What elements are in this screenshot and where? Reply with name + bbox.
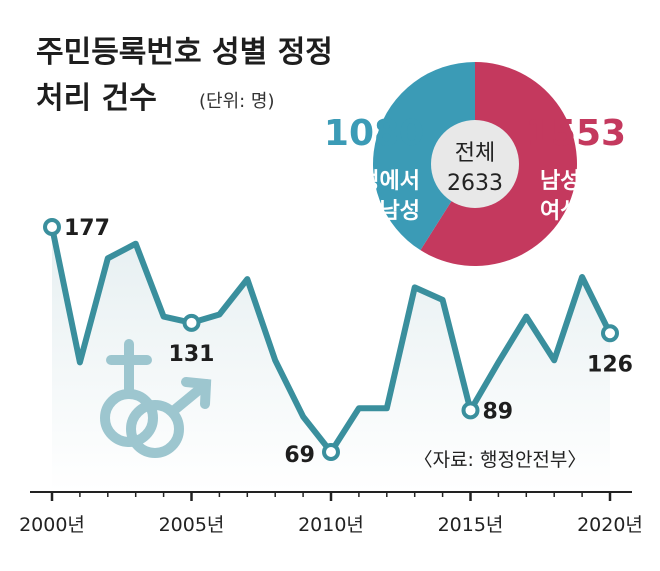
unit-label: (단위: 명) bbox=[199, 91, 275, 112]
female-to-male-label-line2: 남성 bbox=[380, 199, 420, 224]
data-label-2015: 89 bbox=[483, 399, 514, 424]
data-point-2015 bbox=[461, 401, 480, 420]
pie-total-label: 전체 bbox=[455, 141, 495, 166]
pie-center-hole bbox=[431, 120, 519, 208]
x-tick-label-2000: 2000년 bbox=[19, 514, 85, 536]
gender-symbol-icon bbox=[100, 339, 212, 458]
data-label-2000: 177 bbox=[64, 216, 110, 241]
x-tick-labels: 2000년 2005년 2010년 2015년 2020년 bbox=[19, 514, 643, 536]
data-label-2020: 126 bbox=[587, 352, 633, 377]
female-to-male-value: 1080 bbox=[324, 113, 424, 154]
pie-total-value: 2633 bbox=[447, 171, 503, 196]
data-point-2005 bbox=[182, 313, 201, 332]
data-point-2000 bbox=[43, 218, 61, 236]
female-to-male-label-line1: 여성에서 bbox=[339, 169, 420, 194]
chart-title-line2: 처리 건수 bbox=[36, 81, 157, 116]
data-labels: 177 131 69 89 126 bbox=[64, 216, 633, 468]
male-to-female-value: 1553 bbox=[526, 113, 626, 154]
data-point-2020 bbox=[601, 324, 619, 343]
series-layer bbox=[43, 218, 619, 492]
x-tick-label-2020: 2020년 bbox=[577, 514, 643, 536]
x-tick-label-2005: 2005년 bbox=[159, 514, 225, 536]
male-to-female-label-line1: 남성에서 bbox=[540, 169, 621, 194]
data-label-2005: 131 bbox=[169, 342, 215, 367]
donut-chart bbox=[373, 62, 578, 266]
x-tick-label-2010: 2010년 bbox=[298, 514, 364, 536]
pie-slice-female-to-male bbox=[373, 62, 475, 251]
series-area bbox=[52, 227, 610, 492]
source-note: 〈자료: 행정안전부〉 bbox=[414, 449, 587, 471]
x-tick-label-2015: 2015년 bbox=[438, 514, 504, 536]
data-point-2010 bbox=[322, 443, 340, 461]
data-label-2010: 69 bbox=[284, 443, 315, 468]
x-axis bbox=[30, 491, 632, 501]
chart-title-line1: 주민등록번호 성별 정정 bbox=[36, 35, 333, 70]
male-to-female-label-line2: 여성 bbox=[540, 199, 580, 224]
